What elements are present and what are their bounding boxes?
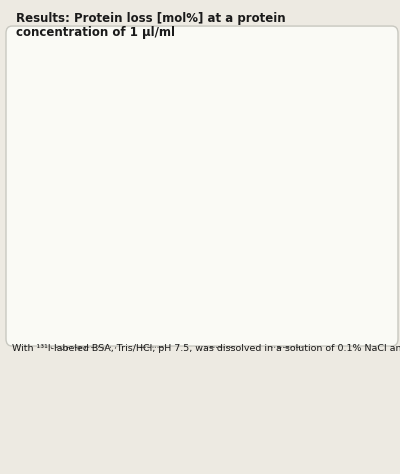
Bar	[295, 280, 312, 315]
Bar	[262, 251, 278, 315]
Text: (5/3): (5/3)	[272, 246, 292, 255]
Text: With ¹³¹I-labeled BSA, Tris/HCl, pH 7.5, was dissolved in a solution of 0.1% NaC: With ¹³¹I-labeled BSA, Tris/HCl, pH 7.5,…	[12, 344, 400, 353]
Bar	[329, 99, 346, 315]
Text: (2,0/1,2): (2,0/1,2)	[196, 280, 232, 289]
Text: concentration of 1 μl/ml: concentration of 1 μl/ml	[16, 26, 175, 39]
Bar	[194, 290, 210, 315]
Bar	[160, 309, 176, 315]
Bar	[278, 277, 295, 315]
Bar	[126, 299, 143, 315]
Text: A: A	[210, 275, 217, 284]
Bar	[210, 300, 228, 315]
Text: (15/12): (15/12)	[59, 113, 90, 122]
Bar	[363, 143, 380, 315]
Bar	[228, 301, 244, 315]
Text: B: B	[278, 240, 285, 249]
Text: C: C	[346, 88, 353, 97]
Text: (1,3/0,6): (1,3/0,6)	[124, 289, 161, 298]
Text: Results: Protein loss [mol%] at a protein: Results: Protein loss [mol%] at a protei…	[16, 12, 286, 25]
Bar	[92, 169, 109, 315]
Bar	[346, 137, 363, 315]
Text: (17/14): (17/14)	[334, 92, 365, 101]
Bar	[58, 124, 75, 315]
Bar	[75, 162, 92, 315]
Bar	[143, 308, 160, 315]
